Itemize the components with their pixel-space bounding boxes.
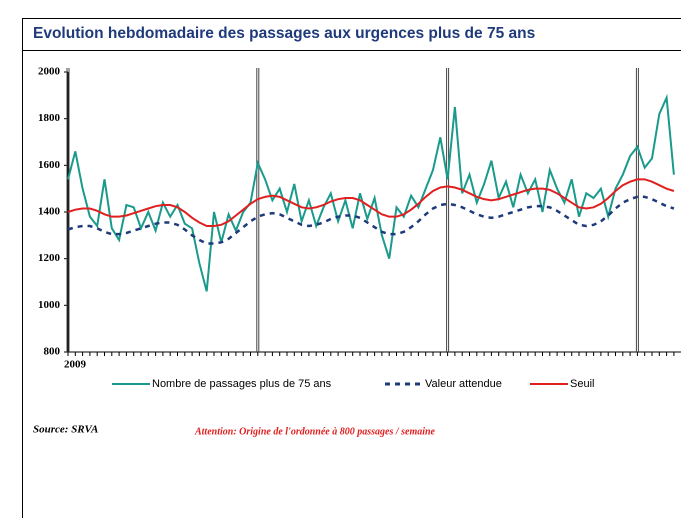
chart-title: Evolution hebdomadaire des passages aux …	[33, 25, 535, 42]
series-line	[67, 93, 675, 292]
y-tick-label: 1600	[38, 159, 61, 171]
legend-label: Valeur attendue	[425, 378, 502, 390]
source: Source: SRVA	[33, 424, 98, 436]
note: Attention: Origine de l'ordonnée à 800 p…	[194, 426, 436, 437]
legend-label: Nombre de passages plus de 75 ans	[152, 378, 332, 390]
series-line	[67, 178, 675, 227]
y-tick-label: 1400	[38, 206, 61, 218]
series-line	[67, 195, 675, 245]
x-tick-label: 2009	[64, 359, 87, 371]
y-tick-label: 1200	[38, 252, 61, 264]
y-tick-label: 1000	[38, 299, 61, 311]
y-tick-label: 1800	[38, 112, 61, 124]
y-tick-label: 2000	[38, 66, 61, 78]
legend-label: Seuil	[570, 378, 594, 390]
y-tick-label: 800	[44, 346, 61, 358]
frame	[22, 18, 681, 518]
